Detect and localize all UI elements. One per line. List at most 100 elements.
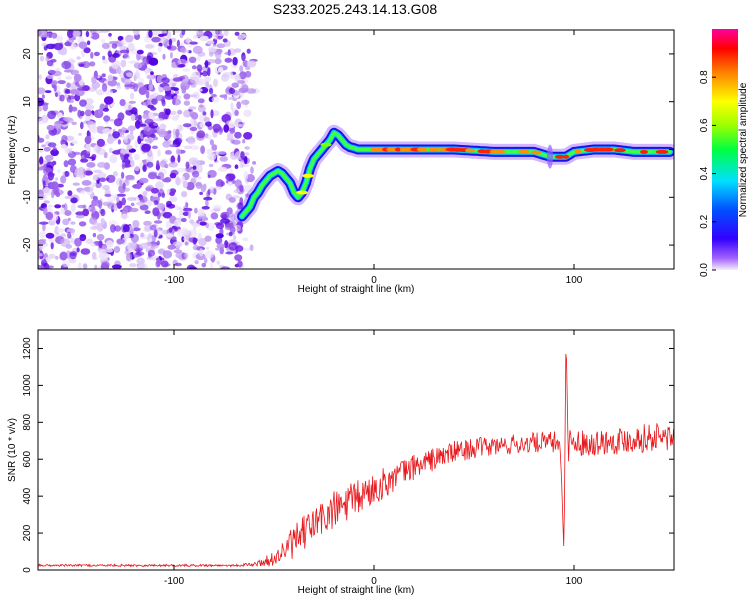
noise-blob: [216, 243, 226, 249]
noise-blob: [157, 248, 166, 255]
noise-blob: [163, 85, 171, 92]
noise-blob: [237, 34, 244, 41]
noise-blob: [96, 126, 105, 130]
noise-blob: [166, 45, 172, 50]
noise-blob: [125, 34, 134, 43]
bottom-y-tick-label: 1000: [22, 374, 33, 397]
noise-blob: [122, 206, 129, 215]
noise-blob: [42, 187, 52, 196]
colorbar-label: Normalized spectral amplitude: [738, 82, 749, 217]
noise-blob: [207, 174, 211, 179]
noise-blob: [142, 164, 147, 172]
noise-blob: [57, 80, 66, 85]
noise-blob: [109, 40, 119, 45]
noise-blob: [83, 47, 91, 54]
noise-blob: [224, 57, 233, 63]
noise-blob: [120, 153, 124, 161]
noise-blob: [157, 45, 162, 53]
noise-blob: [125, 148, 130, 154]
noise-blob: [117, 66, 122, 75]
noise-blob: [84, 135, 92, 145]
noise-blob: [135, 68, 140, 74]
noise-blob: [188, 56, 197, 63]
noise-blob: [139, 133, 144, 140]
noise-blob: [211, 110, 220, 117]
noise-blob: [182, 123, 192, 128]
noise-blob: [151, 145, 158, 150]
noise-blob: [214, 58, 222, 65]
noise-blob: [162, 53, 166, 60]
noise-blob: [38, 137, 45, 143]
noise-blob: [240, 151, 245, 160]
ridge-peak: [574, 149, 582, 154]
noise-blob: [218, 166, 228, 172]
noise-blob: [252, 161, 257, 165]
ridge-peak: [296, 190, 308, 195]
noise-blob: [164, 176, 172, 183]
noise-blob: [244, 146, 250, 150]
noise-blob: [215, 30, 220, 35]
noise-blob: [129, 207, 139, 213]
noise-blob: [52, 147, 57, 152]
noise-blob: [119, 49, 130, 54]
noise-blob: [239, 65, 244, 73]
top-y-label: Frequency (Hz): [7, 116, 18, 185]
noise-blob: [196, 130, 206, 139]
noise-blob: [100, 30, 110, 33]
noise-blob: [113, 118, 123, 127]
noise-blob: [125, 174, 135, 180]
noise-blob: [53, 42, 63, 51]
noise-blob: [171, 115, 179, 121]
noise-blob: [204, 235, 212, 242]
noise-blob: [228, 231, 233, 237]
noise-blob: [119, 99, 126, 107]
noise-blob: [203, 196, 213, 201]
noise-blob: [100, 208, 106, 217]
noise-blob: [234, 109, 239, 116]
noise-blob: [243, 247, 252, 251]
noise-blob: [127, 125, 136, 131]
noise-blob: [62, 218, 70, 226]
noise-blob: [121, 126, 126, 134]
noise-blob: [153, 122, 158, 127]
noise-blob: [159, 160, 167, 168]
noise-blob: [150, 71, 154, 76]
noise-blob: [144, 138, 155, 143]
noise-blob: [189, 145, 200, 150]
noise-blob: [177, 109, 183, 115]
noise-blob: [42, 180, 46, 189]
noise-blob: [55, 255, 59, 260]
ridge-peak: [394, 147, 402, 152]
noise-blob: [246, 88, 257, 94]
noise-blob: [38, 74, 43, 80]
noise-blob: [114, 225, 122, 232]
noise-blob: [82, 208, 90, 217]
noise-blob: [234, 74, 241, 82]
noise-blob: [78, 63, 85, 67]
noise-blob: [91, 251, 97, 260]
bottom-y-tick-label: 400: [22, 487, 33, 504]
noise-blob: [68, 148, 73, 154]
noise-blob: [197, 98, 205, 104]
noise-blob: [155, 94, 165, 101]
noise-blob: [108, 32, 112, 37]
noise-blob: [243, 132, 253, 140]
noise-blob: [169, 52, 173, 59]
bottom-x-label: Height of straight line (km): [298, 585, 415, 596]
noise-blob: [174, 262, 182, 267]
noise-blob: [191, 65, 197, 70]
noise-blob: [100, 38, 106, 44]
noise-blob: [78, 41, 88, 49]
noise-blob: [64, 147, 70, 154]
noise-blob: [241, 55, 247, 61]
noise-blob: [152, 207, 160, 217]
noise-blob: [41, 94, 46, 99]
noise-blob: [218, 151, 227, 155]
noise-blob: [67, 99, 75, 103]
noise-blob: [72, 182, 81, 186]
noise-blob: [91, 182, 96, 188]
noise-blob: [38, 147, 44, 153]
noise-blob: [140, 232, 145, 238]
noise-blob: [202, 111, 207, 116]
